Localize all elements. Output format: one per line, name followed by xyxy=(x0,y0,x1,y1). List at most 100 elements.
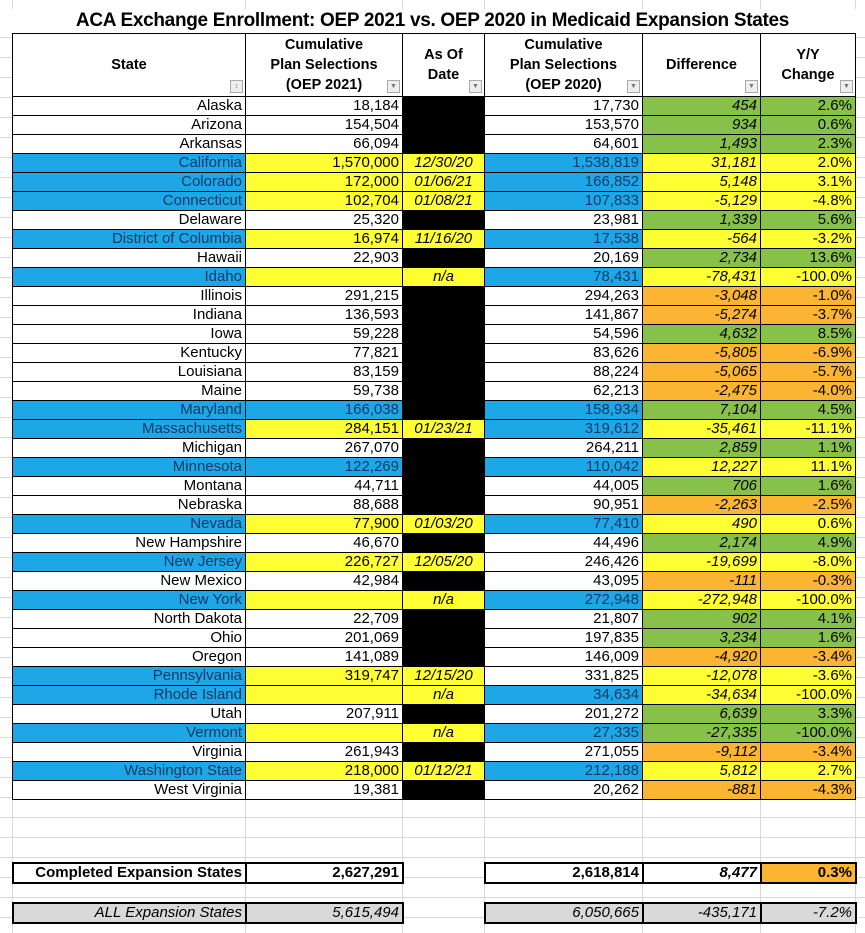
cell-as-of-date[interactable] xyxy=(402,134,485,154)
cell-oep2020[interactable]: 246,426 xyxy=(484,552,643,572)
cell-difference[interactable]: -35,461 xyxy=(642,419,761,439)
cell-as-of-date[interactable] xyxy=(402,381,485,401)
cell-oep2020[interactable]: 272,948 xyxy=(484,590,643,610)
cell-difference[interactable]: 5,812 xyxy=(642,761,761,781)
cell-oep2020[interactable]: 44,496 xyxy=(484,533,643,553)
cell-oep2021[interactable] xyxy=(245,723,403,743)
cell-difference[interactable]: -78,431 xyxy=(642,267,761,287)
cell-as-of-date[interactable]: n/a xyxy=(402,590,485,610)
cell-as-of-date[interactable] xyxy=(402,400,485,420)
cell-difference[interactable]: -12,078 xyxy=(642,666,761,686)
cell-as-of-date[interactable] xyxy=(402,571,485,591)
cell-difference[interactable]: 2,174 xyxy=(642,533,761,553)
cell-yy-change[interactable]: -100.0% xyxy=(760,723,856,743)
cell-as-of-date[interactable] xyxy=(402,533,485,553)
empty-cell[interactable] xyxy=(403,863,485,883)
header-as-of-date[interactable]: As Of Date ▼ xyxy=(402,33,485,97)
cell-oep2020[interactable]: 64,601 xyxy=(484,134,643,154)
header-difference[interactable]: Difference ▼ xyxy=(642,33,761,97)
cell-oep2020[interactable]: 23,981 xyxy=(484,210,643,230)
cell-yy-change[interactable]: 1.1% xyxy=(760,438,856,458)
cell-oep2020[interactable]: 264,211 xyxy=(484,438,643,458)
cell-oep2020[interactable]: 319,612 xyxy=(484,419,643,439)
cell-state[interactable]: Arizona xyxy=(12,115,246,135)
cell-as-of-date[interactable] xyxy=(402,704,485,724)
cell-as-of-date[interactable]: 11/16/20 xyxy=(402,229,485,249)
cell-state[interactable]: West Virginia xyxy=(12,780,246,800)
cell-state[interactable]: New Hampshire xyxy=(12,533,246,553)
cell-as-of-date[interactable]: n/a xyxy=(402,267,485,287)
cell-as-of-date[interactable]: 01/06/21 xyxy=(402,172,485,192)
cell-oep2021[interactable]: 22,709 xyxy=(245,609,403,629)
cell-yy-change[interactable]: 8.5% xyxy=(760,324,856,344)
cell-as-of-date[interactable] xyxy=(402,115,485,135)
header-oep2020[interactable]: Cumulative Plan Selections (OEP 2020) ▼ xyxy=(484,33,643,97)
cell-oep2020[interactable]: 27,335 xyxy=(484,723,643,743)
cell-difference[interactable]: 706 xyxy=(642,476,761,496)
cell-oep2021[interactable] xyxy=(245,590,403,610)
cell-oep2020[interactable]: 166,852 xyxy=(484,172,643,192)
cell-as-of-date[interactable]: 01/08/21 xyxy=(402,191,485,211)
cell-yy-change[interactable]: 3.1% xyxy=(760,172,856,192)
completed-oep2021[interactable]: 2,627,291 xyxy=(245,862,404,884)
cell-difference[interactable]: 7,104 xyxy=(642,400,761,420)
cell-difference[interactable]: -27,335 xyxy=(642,723,761,743)
cell-state[interactable]: Iowa xyxy=(12,324,246,344)
cell-difference[interactable]: 1,493 xyxy=(642,134,761,154)
cell-difference[interactable]: 902 xyxy=(642,609,761,629)
cell-oep2021[interactable]: 18,184 xyxy=(245,96,403,116)
cell-oep2020[interactable]: 20,169 xyxy=(484,248,643,268)
cell-oep2021[interactable]: 122,269 xyxy=(245,457,403,477)
cell-yy-change[interactable]: -2.5% xyxy=(760,495,856,515)
cell-as-of-date[interactable]: 12/30/20 xyxy=(402,153,485,173)
cell-difference[interactable]: -19,699 xyxy=(642,552,761,572)
cell-oep2021[interactable]: 291,215 xyxy=(245,286,403,306)
cell-difference[interactable]: 4,632 xyxy=(642,324,761,344)
cell-state[interactable]: Delaware xyxy=(12,210,246,230)
cell-state[interactable]: New York xyxy=(12,590,246,610)
cell-oep2020[interactable]: 83,626 xyxy=(484,343,643,363)
cell-oep2020[interactable]: 54,596 xyxy=(484,324,643,344)
cell-yy-change[interactable]: -4.3% xyxy=(760,780,856,800)
cell-state[interactable]: Hawaii xyxy=(12,248,246,268)
cell-as-of-date[interactable] xyxy=(402,495,485,515)
cell-yy-change[interactable]: 1.6% xyxy=(760,476,856,496)
cell-oep2021[interactable] xyxy=(245,267,403,287)
cell-as-of-date[interactable] xyxy=(402,647,485,667)
cell-as-of-date[interactable]: n/a xyxy=(402,723,485,743)
cell-state[interactable]: Montana xyxy=(12,476,246,496)
cell-oep2021[interactable]: 201,069 xyxy=(245,628,403,648)
cell-oep2020[interactable]: 141,867 xyxy=(484,305,643,325)
cell-oep2020[interactable]: 20,262 xyxy=(484,780,643,800)
cell-as-of-date[interactable]: 12/15/20 xyxy=(402,666,485,686)
cell-yy-change[interactable]: -100.0% xyxy=(760,267,856,287)
cell-oep2021[interactable]: 42,984 xyxy=(245,571,403,591)
sort-filter-icon[interactable]: ↕ xyxy=(230,80,243,93)
cell-oep2021[interactable]: 166,038 xyxy=(245,400,403,420)
cell-difference[interactable]: -111 xyxy=(642,571,761,591)
cell-oep2020[interactable]: 110,042 xyxy=(484,457,643,477)
cell-state[interactable]: New Jersey xyxy=(12,552,246,572)
cell-oep2021[interactable]: 16,974 xyxy=(245,229,403,249)
cell-yy-change[interactable]: -3.2% xyxy=(760,229,856,249)
filter-dropdown-icon[interactable]: ▼ xyxy=(627,80,640,93)
cell-difference[interactable]: -4,920 xyxy=(642,647,761,667)
cell-difference[interactable]: -5,274 xyxy=(642,305,761,325)
cell-oep2020[interactable]: 17,538 xyxy=(484,229,643,249)
cell-yy-change[interactable]: 2.0% xyxy=(760,153,856,173)
cell-state[interactable]: Nebraska xyxy=(12,495,246,515)
cell-state[interactable]: Ohio xyxy=(12,628,246,648)
cell-state[interactable]: Vermont xyxy=(12,723,246,743)
cell-state[interactable]: Oregon xyxy=(12,647,246,667)
cell-oep2020[interactable]: 77,410 xyxy=(484,514,643,534)
cell-difference[interactable]: 6,639 xyxy=(642,704,761,724)
cell-oep2020[interactable]: 197,835 xyxy=(484,628,643,648)
cell-oep2021[interactable]: 154,504 xyxy=(245,115,403,135)
cell-difference[interactable]: -9,112 xyxy=(642,742,761,762)
cell-oep2020[interactable]: 43,095 xyxy=(484,571,643,591)
cell-as-of-date[interactable] xyxy=(402,476,485,496)
cell-yy-change[interactable]: 3.3% xyxy=(760,704,856,724)
cell-yy-change[interactable]: -1.0% xyxy=(760,286,856,306)
cell-oep2020[interactable]: 271,055 xyxy=(484,742,643,762)
cell-oep2021[interactable]: 77,821 xyxy=(245,343,403,363)
